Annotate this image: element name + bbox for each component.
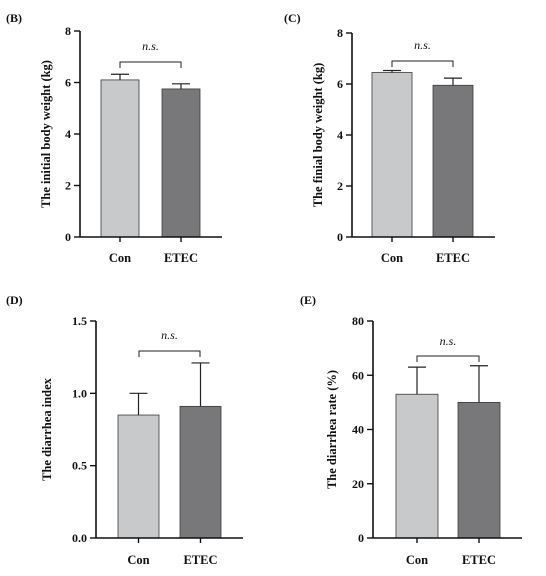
panel-3-label: (D) bbox=[6, 293, 23, 307]
panel-1-bar-etec bbox=[161, 88, 201, 238]
panel-3-category-label: Con bbox=[127, 553, 149, 567]
panel-2-bar-con bbox=[371, 72, 413, 238]
panel-2-significance-bracket bbox=[391, 60, 454, 67]
panel-2-category-label: Con bbox=[381, 251, 403, 265]
panel-4-category-label: ETEC bbox=[462, 553, 496, 567]
panel-1-y-tick-label: 6 bbox=[65, 76, 71, 90]
panel-3-bar-etec bbox=[179, 405, 222, 539]
panel-4-bar-etec bbox=[457, 401, 501, 539]
panel-1-y-tick-label: 4 bbox=[65, 127, 71, 141]
panel-3-bar-con bbox=[117, 414, 160, 539]
panel-2-y-tick-label: 8 bbox=[337, 26, 343, 40]
panel-1-y-tick-label: 2 bbox=[65, 179, 71, 193]
panel-3-y-tick-label: 0.5 bbox=[72, 459, 87, 473]
panel-3-category-label: ETEC bbox=[183, 553, 217, 567]
panel-3-significance-bracket bbox=[138, 350, 201, 357]
panel-2-y-tick-label: 6 bbox=[337, 77, 343, 91]
panel-3-y-tick-label: 0.0 bbox=[72, 531, 87, 545]
panel-3-y-tick-label: 1.0 bbox=[72, 386, 87, 400]
panel-2-y-tick-label: 0 bbox=[337, 230, 343, 244]
panel-4-category-label: Con bbox=[406, 553, 428, 567]
panel-1-y-tick-label: 0 bbox=[65, 230, 71, 244]
panel-1-bar-con bbox=[100, 79, 140, 238]
panel-4-label: (E) bbox=[300, 293, 316, 307]
panel-2-bar-etec bbox=[432, 84, 474, 238]
panel-4-y-tick-label: 60 bbox=[352, 368, 364, 382]
panel-2-significance-label: n.s. bbox=[414, 38, 431, 52]
panel-3-y-axis-title: The diarrhea index bbox=[40, 377, 54, 481]
panel-4-y-tick-label: 40 bbox=[352, 423, 364, 437]
panel-1-significance-bracket bbox=[119, 61, 182, 68]
panel-1-label: (B) bbox=[6, 11, 22, 25]
panel-4-bar-con bbox=[395, 393, 439, 539]
panel-1-significance-label: n.s. bbox=[142, 39, 159, 53]
panel-1-category-label: Con bbox=[109, 251, 131, 265]
panel-4-significance-label: n.s. bbox=[440, 334, 457, 348]
panel-1-y-tick-label: 8 bbox=[65, 24, 71, 38]
panel-4-y-tick-label: 20 bbox=[352, 477, 364, 491]
panel-4-y-axis-title: The diarrhea rate (%) bbox=[325, 370, 339, 489]
panel-3-significance-label: n.s. bbox=[161, 328, 178, 342]
panel-2-y-tick-label: 2 bbox=[337, 179, 343, 193]
panel-4-y-tick-label: 80 bbox=[352, 314, 364, 328]
panel-3-y-tick-label: 1.5 bbox=[72, 314, 87, 328]
panel-2-y-tick-label: 4 bbox=[337, 128, 343, 142]
panel-4-y-tick-label: 0 bbox=[358, 531, 364, 545]
panel-1-category-label: ETEC bbox=[164, 251, 198, 265]
panel-2-label: (C) bbox=[284, 11, 301, 25]
panel-4-significance-bracket bbox=[416, 355, 480, 362]
panel-1-y-axis-title: The initial body weight (kg) bbox=[39, 60, 53, 208]
panel-2-y-axis-title: The finial body weight (kg) bbox=[311, 63, 325, 207]
panel-2-category-label: ETEC bbox=[436, 251, 470, 265]
